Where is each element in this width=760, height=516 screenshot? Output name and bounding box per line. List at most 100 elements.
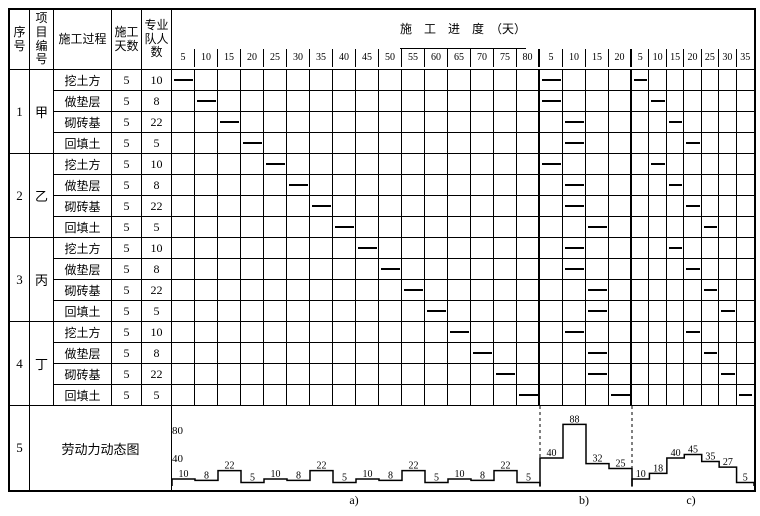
cell-process: 砌砖基: [54, 364, 112, 384]
labor-value-label: 35: [705, 452, 715, 463]
gantt-bar: [686, 205, 699, 207]
gantt-bar: [721, 310, 734, 312]
table-body: 1甲挖土方510做垫层58砌砖基522回填土552乙挖土方510做垫层58砌砖基…: [10, 70, 754, 405]
group-proj: 乙: [30, 154, 54, 237]
gantt-bar: [519, 394, 538, 396]
gantt-bar: [565, 205, 584, 207]
timeline-tick: 15: [218, 49, 241, 67]
cell-timeline: [172, 385, 754, 405]
labor-value-label: 8: [480, 471, 485, 482]
timeline-tick: 50: [379, 49, 402, 67]
cell-days: 5: [112, 154, 142, 174]
group-proj: 丁: [30, 322, 54, 405]
process-row: 做垫层58: [54, 175, 754, 196]
gantt-bar: [704, 289, 717, 291]
cell-team: 8: [142, 175, 172, 195]
group-rows: 挖土方510做垫层58砌砖基522回填土55: [54, 322, 754, 405]
cell-team: 8: [142, 91, 172, 111]
cell-team: 10: [142, 70, 172, 90]
header-proj: 项目编号: [30, 10, 54, 69]
timeline-tick: 5: [172, 49, 195, 67]
cell-timeline: [172, 259, 754, 279]
labor-value-label: 25: [616, 459, 626, 470]
cell-team: 5: [142, 133, 172, 153]
cell-process: 回填土: [54, 385, 112, 405]
process-row: 挖土方510: [54, 238, 754, 259]
labor-value-label: 5: [526, 473, 531, 484]
gantt-bar: [651, 100, 664, 102]
cell-timeline: [172, 175, 754, 195]
gantt-bar: [496, 373, 515, 375]
timeline-tick: 40: [333, 49, 356, 67]
group-rows: 挖土方510做垫层58砌砖基522回填土55: [54, 70, 754, 153]
gantt-bar: [289, 184, 308, 186]
gantt-bar: [174, 79, 193, 81]
labor-value-label: 22: [409, 461, 419, 472]
cell-days: 5: [112, 217, 142, 237]
cell-days: 5: [112, 133, 142, 153]
project-group: 2乙挖土方510做垫层58砌砖基522回填土55: [10, 154, 754, 238]
labor-row: 5 劳动力动态图 4080108225108225108225108225408…: [10, 405, 754, 490]
gantt-bar: [381, 268, 400, 270]
labor-chart: 4080108225108225108225108225408832251018…: [172, 406, 754, 490]
labor-ytick: 80: [172, 425, 184, 437]
cell-timeline: [172, 217, 754, 237]
cell-days: 5: [112, 259, 142, 279]
gantt-bar: [542, 100, 561, 102]
cell-process: 挖土方: [54, 238, 112, 258]
labor-value-label: 10: [636, 469, 646, 480]
cell-team: 8: [142, 343, 172, 363]
group-rows: 挖土方510做垫层58砌砖基522回填土55: [54, 154, 754, 237]
process-row: 做垫层58: [54, 91, 754, 112]
cell-days: 5: [112, 385, 142, 405]
cell-team: 8: [142, 259, 172, 279]
timeline-tick: 45: [356, 49, 379, 67]
labor-value-label: 8: [204, 471, 209, 482]
group-seq: 3: [10, 238, 30, 321]
process-row: 做垫层58: [54, 343, 754, 364]
timeline-tick: 65: [448, 49, 471, 67]
timeline-tick: 25: [702, 49, 719, 67]
timeline-tick: 35: [737, 49, 754, 67]
process-row: 砌砖基522: [54, 112, 754, 133]
header-proc: 施工过程: [54, 10, 112, 69]
timeline-tick: 5: [632, 49, 649, 67]
header-timeline-title: 施 工 进 度 （天）: [400, 12, 526, 49]
labor-value-label: 10: [179, 469, 189, 480]
labor-value-label: 27: [723, 457, 733, 468]
cell-team: 5: [142, 385, 172, 405]
cell-team: 10: [142, 322, 172, 342]
gantt-bar: [565, 331, 584, 333]
schedule-table: 序号 项目编号 施工过程 施工天数 专业队人数 施 工 进 度 （天） 5101…: [8, 8, 756, 492]
timeline-tick: 20: [684, 49, 701, 67]
process-row: 回填土55: [54, 217, 754, 237]
header-days: 施工天数: [112, 10, 142, 69]
timeline-tick: 60: [425, 49, 448, 67]
labor-value-label: 10: [363, 469, 373, 480]
cell-team: 22: [142, 112, 172, 132]
timeline-tick: 70: [471, 49, 494, 67]
cell-days: 5: [112, 175, 142, 195]
cell-days: 5: [112, 343, 142, 363]
timeline-tick: 15: [667, 49, 684, 67]
cell-process: 回填土: [54, 217, 112, 237]
process-row: 挖土方510: [54, 322, 754, 343]
process-row: 做垫层58: [54, 259, 754, 280]
gantt-bar: [686, 142, 699, 144]
gantt-bar: [686, 268, 699, 270]
gantt-bar: [634, 79, 647, 81]
cell-team: 10: [142, 154, 172, 174]
gantt-bar: [450, 331, 469, 333]
labor-value-label: 5: [342, 473, 347, 484]
cell-timeline: [172, 91, 754, 111]
cell-timeline: [172, 238, 754, 258]
group-seq: 2: [10, 154, 30, 237]
timeline-tick: 15: [586, 49, 609, 67]
gantt-bar: [704, 226, 717, 228]
labor-value-label: 40: [547, 448, 557, 459]
gantt-bar: [542, 79, 561, 81]
gantt-bar: [565, 142, 584, 144]
group-rows: 挖土方510做垫层58砌砖基522回填土55: [54, 238, 754, 321]
labor-value-label: 5: [250, 473, 255, 484]
cell-days: 5: [112, 91, 142, 111]
